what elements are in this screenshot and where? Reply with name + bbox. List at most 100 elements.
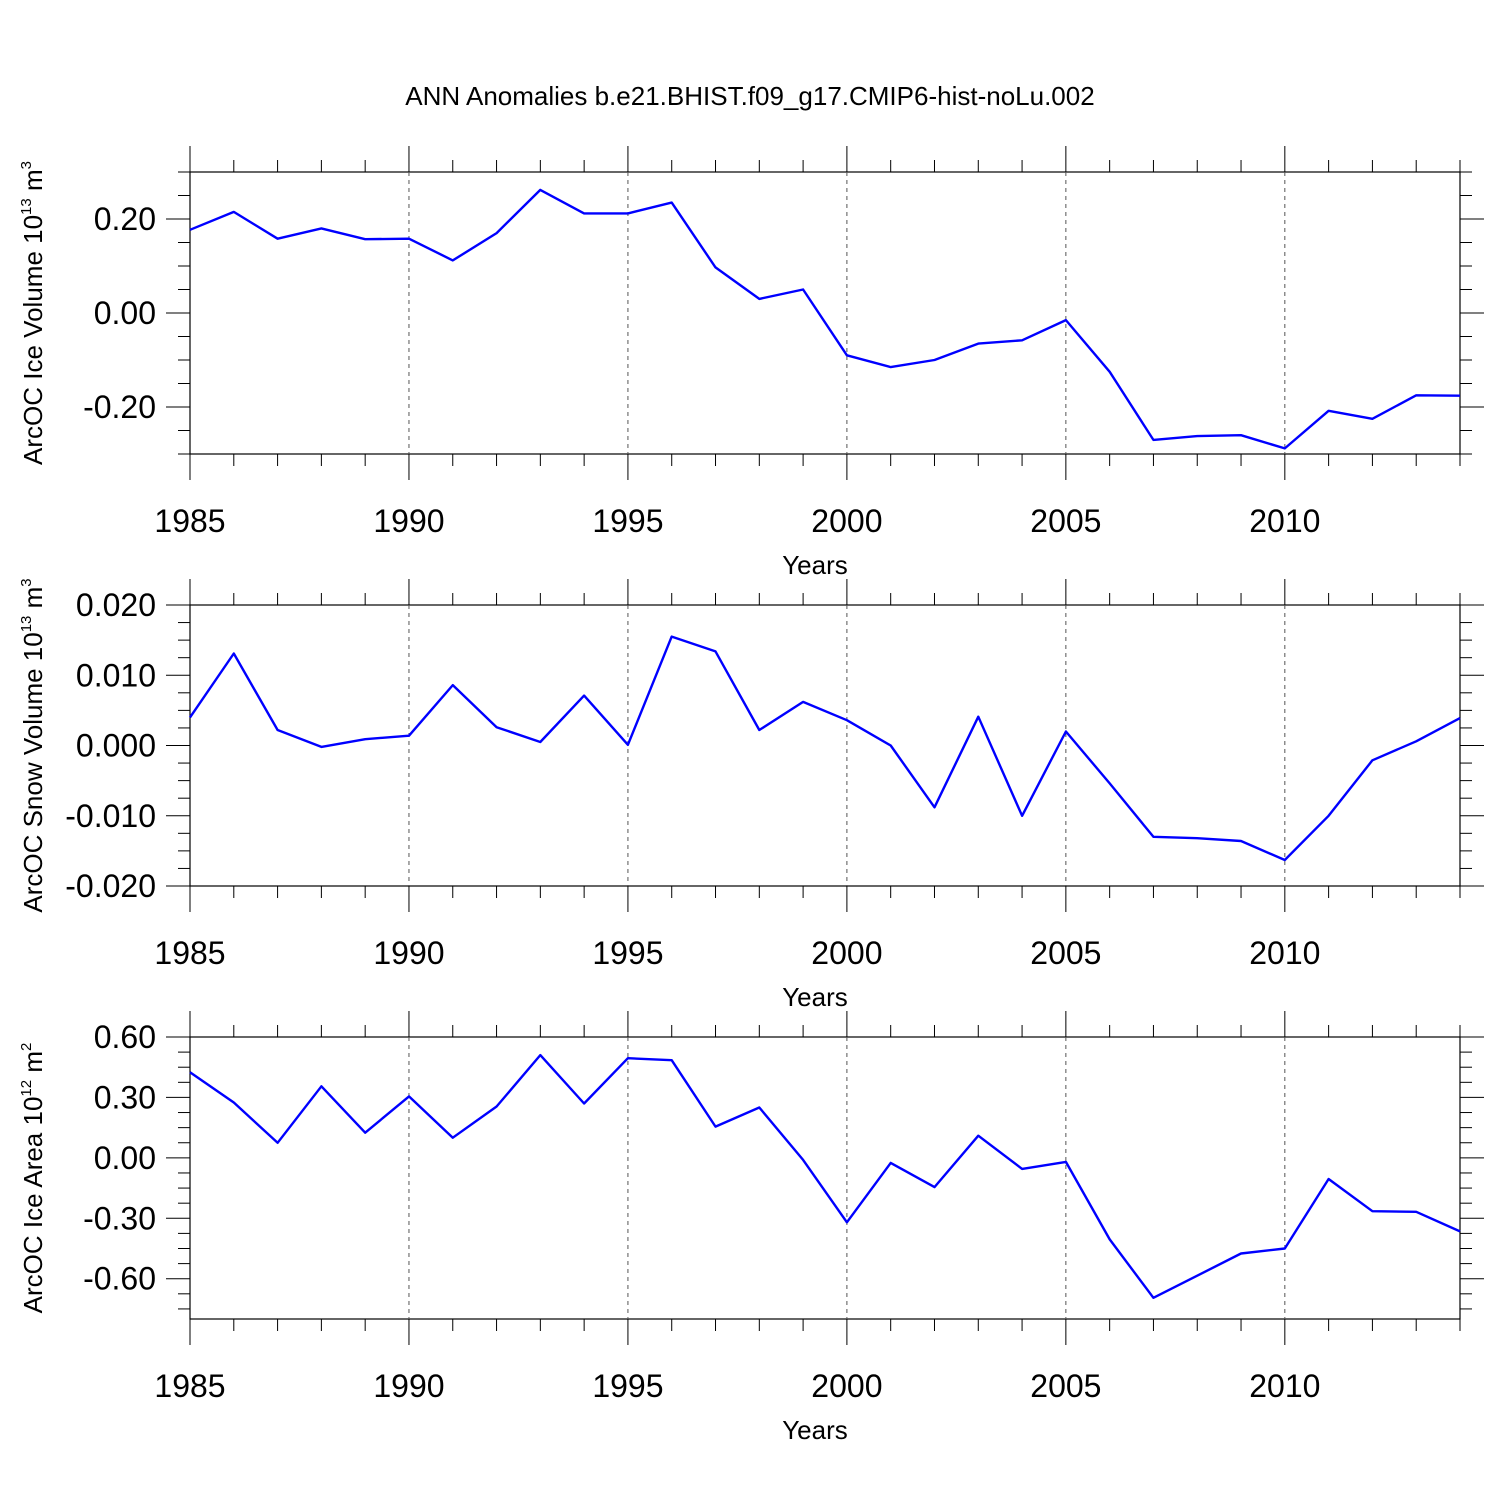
data-point [364,738,366,740]
data-point [714,266,716,268]
data-point [583,1102,585,1104]
data-point [583,694,585,696]
data-point [977,342,979,344]
data-point [758,298,760,300]
data-point [714,1125,716,1127]
y-axis-title: ArcOC Ice Volume 1013 m3 [18,161,48,465]
plot-frame [189,1036,1461,1320]
x-tick-label: 2000 [811,503,882,539]
data-point [1196,435,1198,437]
y-tick-label: 0.000 [76,728,156,764]
data-point [452,259,454,261]
data-point [539,189,541,191]
data-point [1152,1297,1154,1299]
series-line [189,635,1461,862]
y-tick-label: 0.00 [94,1140,156,1176]
data-point [1371,418,1373,420]
data-point [1327,815,1329,817]
data-point [977,1135,979,1137]
x-tick-label: 1985 [154,1368,225,1404]
data-point [189,716,191,718]
x-tick-label: 2000 [811,935,882,971]
data-point [408,734,410,736]
data-point [671,1059,673,1061]
x-axis-title: Years [782,982,848,1012]
data-point [1152,836,1154,838]
data-point [364,1131,366,1133]
data-point [1021,339,1023,341]
data-point [233,652,235,654]
data-point [1196,837,1198,839]
data-point [1371,759,1373,761]
data-point [408,238,410,240]
data-point [1240,1252,1242,1254]
y-tick-label: -0.010 [65,798,156,834]
panel-3: -0.60 -0.30 0.00 0.30 0.60 1985 1990 1995 2000 20… [18,1011,1484,1445]
y-tick-label: -0.20 [83,389,156,425]
data-point [1108,1238,1110,1240]
data-point [1459,395,1461,397]
y-tick-label: 0.30 [94,1079,156,1115]
y-tick-label: -0.60 [83,1261,156,1297]
y-tick-label: 0.20 [94,201,156,237]
data-point [189,229,191,231]
y-tick-label: 0.010 [76,657,156,693]
data-point [452,1137,454,1139]
data-point [846,719,848,721]
data-point [1415,394,1417,396]
x-tick-label: 2010 [1249,1368,1320,1404]
chart-panels: -0.20 0.00 0.20 1985 1990 1995 2000 2005 2010 Yea… [18,146,1484,1445]
data-point [1371,1210,1373,1212]
data-point [802,701,804,703]
y-axis-title: ArcOC Snow Volume 1013 m3 [18,578,48,912]
data-point [846,354,848,356]
data-point [539,1054,541,1056]
data-point [233,211,235,213]
y-tick-label: -0.30 [83,1200,156,1236]
data-point [320,1085,322,1087]
data-point [846,1221,848,1223]
x-tick-label: 2005 [1030,935,1101,971]
data-point [977,715,979,717]
data-point [1021,815,1023,817]
x-tick-label: 1995 [592,935,663,971]
data-point [1065,730,1067,732]
x-tick-label: 1990 [373,503,444,539]
data-point [364,238,366,240]
chart-title: ANN Anomalies b.e21.BHIST.f09_g17.CMIP6-… [405,81,1094,111]
data-point [189,1071,191,1073]
data-point [1065,319,1067,321]
data-point [889,1162,891,1164]
series-line [189,1053,1461,1300]
x-tick-label: 1995 [592,503,663,539]
data-point [452,684,454,686]
data-point [758,729,760,731]
data-point [933,1186,935,1188]
panel-2: -0.020 -0.010 0.000 0.010 0.020 1985 1990 1995 2… [18,578,1484,1012]
data-point [671,201,673,203]
data-point [627,744,629,746]
data-point [714,650,716,652]
data-point [1108,782,1110,784]
data-point [1415,740,1417,742]
data-point [1196,1274,1198,1276]
data-point [583,212,585,214]
data-point [1284,1247,1286,1249]
data-point [276,1142,278,1144]
data-point [627,212,629,214]
y-tick-label: 0.60 [94,1019,156,1055]
x-tick-label: 2010 [1249,503,1320,539]
data-point [1108,371,1110,373]
x-axis-title: Years [782,550,848,580]
data-point [1459,1230,1461,1232]
data-point [276,238,278,240]
data-point [1459,717,1461,719]
x-axis-title: Years [782,1415,848,1445]
data-point [1065,1161,1067,1163]
x-tick-label: 1985 [154,503,225,539]
data-point [802,288,804,290]
data-point [889,744,891,746]
data-point [933,359,935,361]
